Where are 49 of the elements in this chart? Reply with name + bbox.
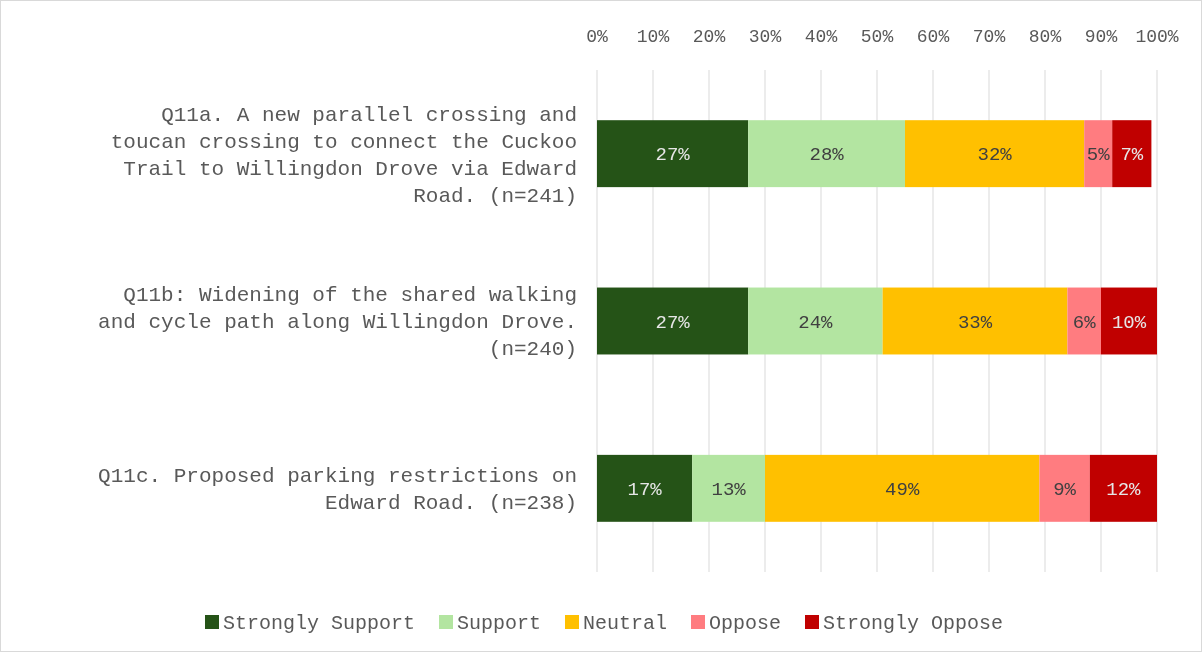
bar <box>882 287 1068 355</box>
bar <box>1101 287 1157 355</box>
bar <box>1084 120 1113 188</box>
bar <box>1039 454 1090 522</box>
data-label: 13% <box>711 478 747 501</box>
bar <box>692 454 765 522</box>
x-tick-label: 100% <box>1135 27 1179 47</box>
legend-label: Strongly Oppose <box>823 612 1004 635</box>
data-label: 9% <box>1053 478 1077 501</box>
x-tick-label: 40% <box>804 27 838 47</box>
data-label: 12% <box>1106 478 1142 501</box>
data-label: 33% <box>957 311 993 334</box>
data-label: 27% <box>655 311 691 334</box>
x-tick-label: 60% <box>916 27 950 47</box>
y-tick-label: Q11b: Widening of the shared walking and cycle path along Willingdon Drove. (n=240) <box>98 284 577 362</box>
y-tick-label: Q11a. A new parallel crossing and toucan crossing to connect the Cuckoo Trail to Willingdon Drove via Edward Road. (n=241) <box>110 103 577 208</box>
data-label: 49% <box>885 478 920 501</box>
bar <box>765 454 1040 522</box>
x-tick-label: 80% <box>1028 27 1062 47</box>
data-label: 10% <box>1111 311 1147 334</box>
x-tick-label: 10% <box>636 27 670 47</box>
data-label: 7% <box>1120 144 1144 167</box>
bar <box>1089 454 1157 522</box>
data-label: 17% <box>627 478 663 501</box>
x-tick-label: 90% <box>1084 27 1118 47</box>
legend-label: Neutral <box>583 612 668 635</box>
bar <box>748 287 883 355</box>
data-label: 24% <box>798 311 834 334</box>
x-tick-label: 20% <box>692 27 726 47</box>
data-label: 28% <box>809 144 845 167</box>
legend-label: Oppose <box>709 612 782 635</box>
data-label: 5% <box>1086 144 1111 167</box>
legend-label: Strongly Support <box>223 612 416 635</box>
bar <box>597 120 749 188</box>
x-tick-label: 0% <box>586 27 608 47</box>
bar <box>905 120 1085 188</box>
bar <box>748 120 905 188</box>
data-label: 6% <box>1072 311 1097 334</box>
data-label: 27% <box>655 144 691 167</box>
bar <box>597 287 749 355</box>
y-tick-label: Q11c. Proposed parking restrictions on Edward Road. (n=238) <box>98 465 577 516</box>
x-tick-label: 70% <box>972 27 1006 47</box>
x-tick-label: 50% <box>860 27 894 47</box>
legend-label: Support <box>457 612 542 635</box>
bar <box>597 454 693 522</box>
bar <box>1067 287 1101 355</box>
x-tick-label: 30% <box>748 27 782 47</box>
data-label: 32% <box>977 144 1013 167</box>
bar <box>1112 120 1152 188</box>
